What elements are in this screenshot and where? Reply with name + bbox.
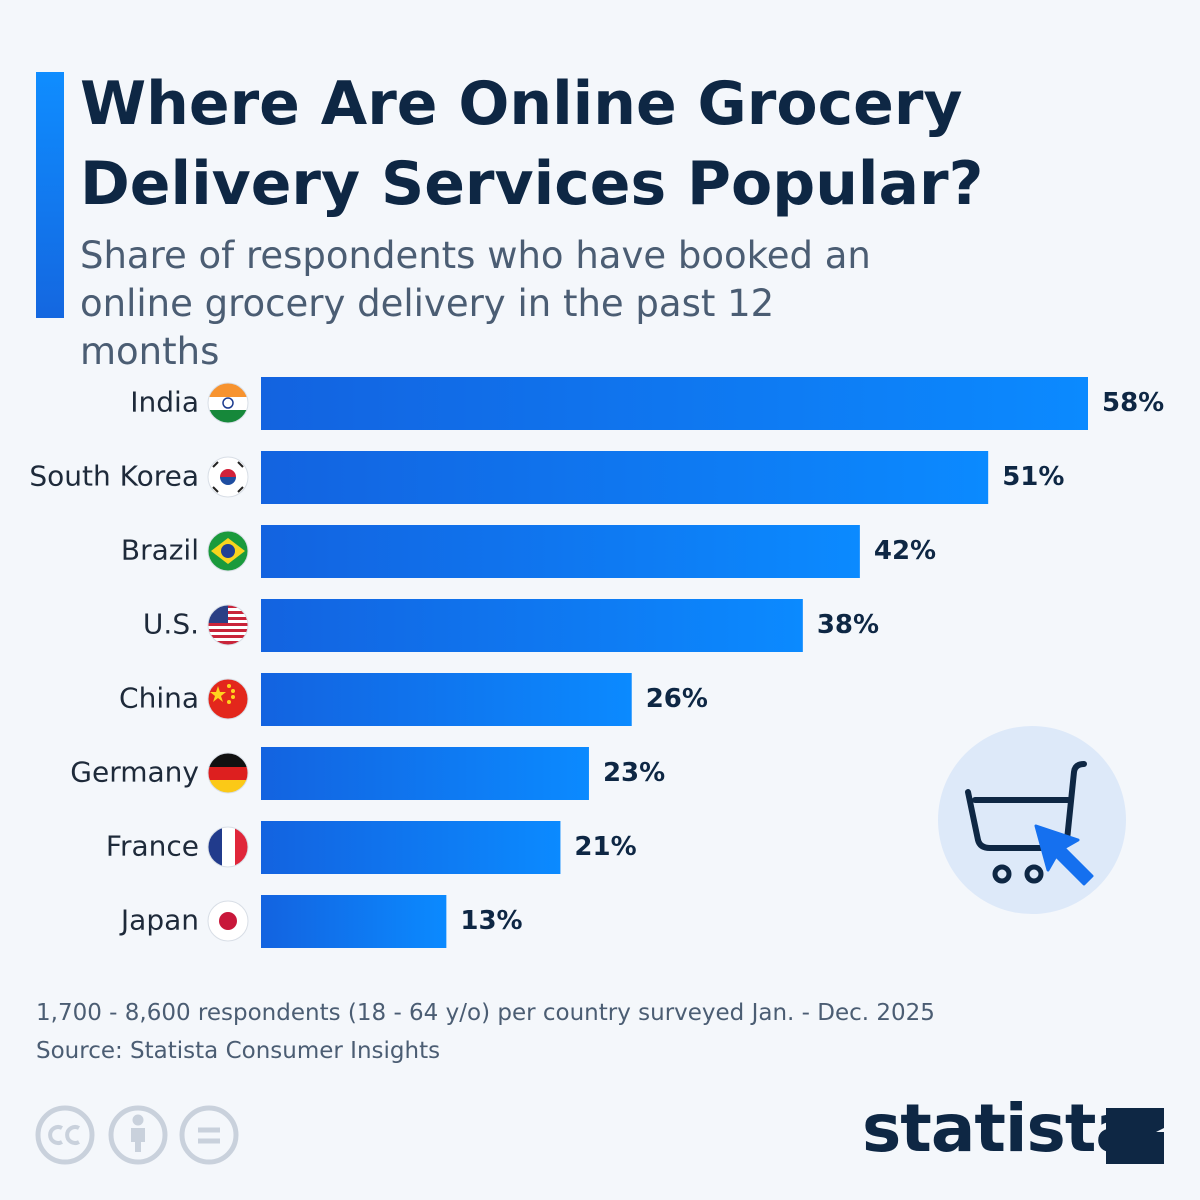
value-label: 23% (603, 758, 665, 788)
category-label: France (106, 830, 199, 863)
value-label: 42% (874, 536, 936, 566)
bar (261, 895, 447, 948)
value-label: 26% (646, 684, 708, 714)
flag (208, 605, 248, 645)
brand-logo: statista (862, 1090, 1140, 1167)
bar (261, 673, 632, 726)
title-accent (36, 72, 64, 318)
flag (208, 827, 248, 867)
value-label: 13% (460, 906, 522, 936)
flag (208, 457, 248, 497)
category-label: Japan (119, 904, 199, 937)
category-label: Germany (70, 756, 199, 789)
category-label: South Korea (29, 460, 199, 493)
value-label: 51% (1002, 462, 1064, 492)
value-label: 21% (574, 832, 636, 862)
bar (261, 451, 989, 504)
value-label: 58% (1102, 388, 1164, 418)
source: Source: Statista Consumer Insights (36, 1038, 441, 1064)
cart-icon (938, 726, 1126, 914)
flag (208, 383, 248, 423)
bar (261, 599, 803, 652)
bar (261, 525, 860, 578)
bar (261, 747, 589, 800)
flag (208, 679, 248, 719)
category-label: U.S. (143, 608, 199, 641)
flag (208, 901, 248, 941)
flag (208, 531, 248, 571)
brand-mark (1106, 1108, 1164, 1164)
chart-title: Where Are Online Grocery Delivery Servic… (80, 69, 984, 219)
value-label: 38% (817, 610, 879, 640)
category-label: China (119, 682, 199, 715)
license-icons (35, 1105, 239, 1165)
bar (261, 377, 1088, 430)
bar (261, 821, 561, 874)
flags (207, 382, 249, 942)
category-label: India (130, 386, 199, 419)
chart-subtitle: Share of respondents who have booked an … (80, 234, 871, 373)
flag (208, 753, 248, 793)
category-label: Brazil (121, 534, 199, 567)
footnote: 1,700 - 8,600 respondents (18 - 64 y/o) … (36, 1000, 935, 1026)
